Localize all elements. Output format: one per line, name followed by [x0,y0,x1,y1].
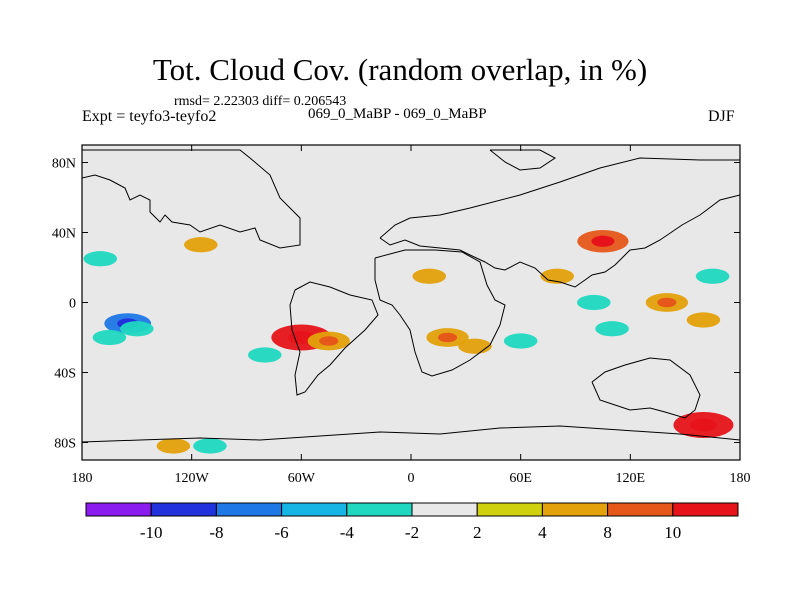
lon-label: 60E [509,471,532,486]
lon-label: 60W [288,471,316,486]
colorbar-label: 10 [664,523,681,542]
anomaly-blob-21 [193,438,227,454]
lon-label: 0 [408,471,415,486]
anomaly-blob-14 [247,347,282,363]
lat-label: 80S [54,437,76,452]
colorbar-swatch [281,502,348,517]
plot-background [82,145,740,460]
lon-label: 180 [730,471,751,486]
colorbar-label: -8 [209,523,223,542]
colorbar-label: 2 [473,523,482,542]
season-label: DJF [708,108,735,125]
anomaly-blob-16 [184,237,218,253]
anomaly-field [83,230,734,454]
coastlines [82,149,740,443]
coastline-europe-asia [379,157,740,288]
lon-label: 180 [72,471,93,486]
colorbar-label: 8 [603,523,612,542]
colorbar-swatch [85,502,152,517]
anomaly-core-7 [591,235,615,247]
anomaly-blob-12 [595,321,629,337]
anomaly-blob-5 [458,338,492,354]
anomaly-core-9 [657,297,677,308]
coastline-greenland [489,149,556,171]
colorbar-swatch [476,502,543,517]
colorbar-swatch [411,502,478,517]
lon-label: 120W [175,471,210,486]
anomaly-blob-19 [695,268,730,284]
anomaly-blob-10 [686,312,721,328]
colorbar-swatch [150,502,217,517]
lat-label: 80N [52,157,76,172]
anomaly-core-4 [438,332,458,343]
anomaly-blob-18 [83,251,118,267]
anomaly-blob-6 [412,268,447,284]
colorbar-swatch [215,502,283,517]
colorbar: -10 -8 -6 -4 -2 2 4 8 10 [85,502,739,542]
anomaly-blob-20 [156,438,191,454]
anomaly-core-17 [689,418,717,432]
axes: 80N 40N 0 40S 80S 180 120W 60W 0 60E 120E 180 [52,145,751,486]
colorbar-label: -6 [275,523,289,542]
colorbar-swatch [672,502,739,517]
colorbar-label: -4 [340,523,355,542]
anomaly-core-3 [319,336,339,346]
lat-label: 40S [54,367,76,382]
stats-label: rmsd= 2.22303 diff= 0.206543 [174,94,347,109]
colorbar-swatch [541,502,609,517]
colorbar-label: -2 [405,523,419,542]
center-label: 069_0_MaBP - 069_0_MaBP [308,106,487,122]
coastline-north-america [82,149,301,249]
colorbar-swatch [346,502,413,517]
colorbar-label: 4 [538,523,547,542]
anomaly-blob-11 [576,294,611,311]
coastline-antarctica [82,425,740,443]
anomaly-blob-1 [120,321,154,337]
colorbar-label: -10 [140,523,163,542]
anomaly-blob-13 [503,333,538,349]
chart-title: Tot. Cloud Cov. (random overlap, in %) [152,52,648,87]
colorbar-swatch [607,502,674,517]
coastline-africa [374,249,506,377]
coastline-australia [591,357,701,419]
anomaly-blob-15 [92,329,127,346]
experiment-label: Expt = teyfo3-teyfo2 [82,108,217,125]
lat-label: 0 [69,297,76,312]
coastline-south-america [289,281,379,396]
lat-label: 40N [52,227,76,242]
lon-label: 120E [616,471,646,486]
